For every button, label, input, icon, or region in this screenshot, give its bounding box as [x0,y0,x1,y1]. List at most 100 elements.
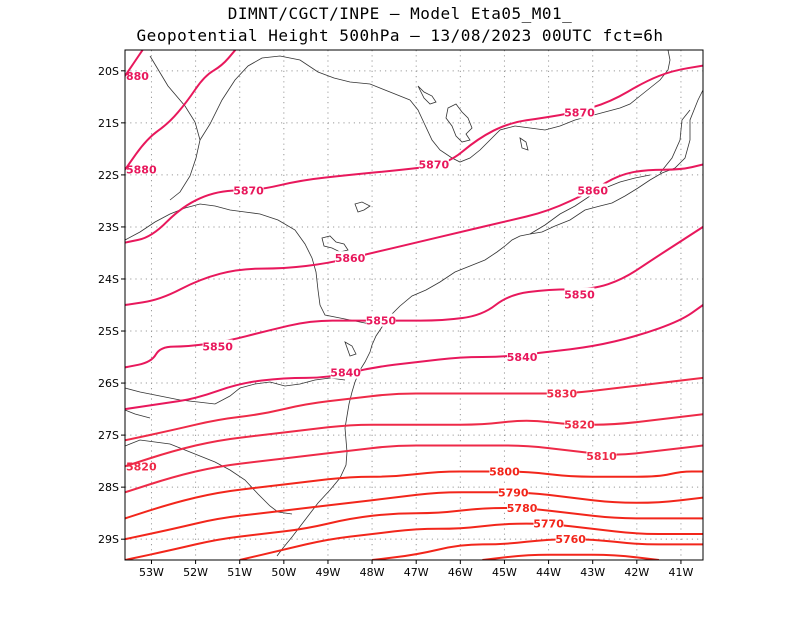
contour-edge-label-5880: 5880 [126,164,157,177]
contour-label-5850: 5850 [202,339,233,354]
contour-label-text: 5780 [507,502,538,515]
contour-label-5840: 5840 [330,365,361,380]
x-tick-label: 47W [404,566,429,579]
x-tick-label: 46W [448,566,473,579]
contour-label-5850: 5850 [564,287,595,302]
contour-label-bg [418,157,449,171]
contour-label-text: 5860 [335,252,366,265]
contour-label-bg [564,105,595,119]
contour-label-5770: 5770 [533,516,564,531]
y-axis-ticks: 20S 21S 22S 23S 24S 25S 26S 27S 28S 29S [98,65,125,546]
contour-label-text: 5760 [555,533,586,546]
contour-5760 [371,538,703,560]
y-tick-label: 24S [98,273,119,286]
x-tick-label: 51W [227,566,252,579]
y-tick-label: 20S [98,65,119,78]
contour-label-bg [546,386,577,400]
contour-label-text: 5790 [498,486,529,499]
contour-labels: 880 5880 5870 5870 5870 5860 5860 5850 5850 5850 5… [126,70,617,546]
contour-5880 [125,50,144,77]
chart-title-line-2: Geopotential Height 500hPa – 13/08/2023 … [136,26,664,45]
y-tick-label: 28S [98,481,119,494]
contour-label-bg [233,183,264,197]
y-tick-label: 27S [98,429,119,442]
contour-label-text: 5850 [366,315,397,328]
contour-label-bg [365,313,396,327]
y-tick-label: 23S [98,221,119,234]
contour-label-bg [507,500,538,514]
contour-label-bg [202,339,233,353]
contour-5830 [125,376,703,442]
contour-label-bg [564,417,595,431]
contour-label-5820: 5820 [564,417,595,432]
contour-5790 [125,491,703,541]
contour-label-text: 5840 [507,351,538,364]
x-tick-label: 42W [624,566,649,579]
contour-label-bg [533,516,564,530]
contour-label-bg [577,183,608,197]
contour-label-text: 5870 [233,185,264,198]
contour-5800 [125,470,703,520]
contour-label-bg [555,532,586,546]
y-tick-label: 29S [98,533,119,546]
x-tick-label: 43W [580,566,605,579]
contour-label-5760: 5760 [555,532,586,546]
contour-label-text: 5800 [489,466,520,479]
contour-label-text: 5840 [330,367,361,380]
contour-5880 [125,50,237,171]
contour-label-5870: 5870 [419,157,450,171]
contour-label-text: 5870 [419,158,450,171]
contour-label-text: 5860 [577,185,608,198]
y-tick-label: 22S [98,169,119,182]
contour-label-bg [335,251,366,265]
y-tick-label: 26S [98,377,119,390]
contour-label-text: 5810 [586,450,617,463]
contour-label-bg [330,365,361,379]
x-tick-label: 49W [316,566,341,579]
contour-label-5850: 5850 [365,313,397,328]
grid-lines [125,50,703,560]
contour-5780 [125,506,703,560]
contour-label-text: 5830 [546,387,577,400]
contour-5750 [482,553,660,560]
contour-label-5780: 5780 [507,500,538,515]
contour-label-5870: 5870 [564,105,595,119]
contour-label-5860: 5860 [335,251,366,265]
contour-label-bg [498,485,529,499]
contour-label-bg [564,287,595,301]
contour-label-bg [586,448,617,462]
contour-5770 [239,522,703,560]
contour-lines [125,50,703,560]
contour-label-text: 5820 [564,419,595,432]
y-tick-label: 25S [98,325,119,338]
contour-label-text: 5870 [564,106,595,119]
contour-edge-label-5820: 5820 [126,460,157,473]
x-axis-ticks: 53W 52W 51W 50W 49W 48W 47W 46W 45W 44W 43W 42W 41W [139,560,693,579]
contour-label-5870: 5870 [233,183,264,198]
y-tick-label: 21S [98,117,119,130]
contour-label-5790: 5790 [498,485,529,499]
x-tick-label: 41W [669,566,694,579]
contour-label-bg [507,350,538,364]
contour-5840 [125,304,703,411]
contour-5860 [125,163,703,306]
chart-title-line-1: DIMNT/CGCT/INPE – Model Eta05_M01_ [227,4,573,23]
coastline-borders [125,50,703,557]
contour-edge-label-5880: 880 [126,70,149,83]
x-tick-label: 44W [536,566,561,579]
contour-label-5840: 5840 [507,350,538,364]
x-tick-label: 50W [271,566,296,579]
contour-label-bg [489,464,520,478]
contour-label-text: 5850 [202,341,233,354]
contour-5870 [125,64,703,244]
contour-label-5810: 5810 [586,448,617,463]
x-tick-label: 53W [139,566,164,579]
x-tick-label: 45W [492,566,517,579]
contour-label-5860: 5860 [577,183,608,198]
plot-frame [124,49,704,561]
x-tick-label: 52W [183,566,208,579]
x-tick-label: 48W [360,566,385,579]
contour-label-text: 5850 [564,289,595,302]
contour-label-5800: 5800 [489,464,520,479]
